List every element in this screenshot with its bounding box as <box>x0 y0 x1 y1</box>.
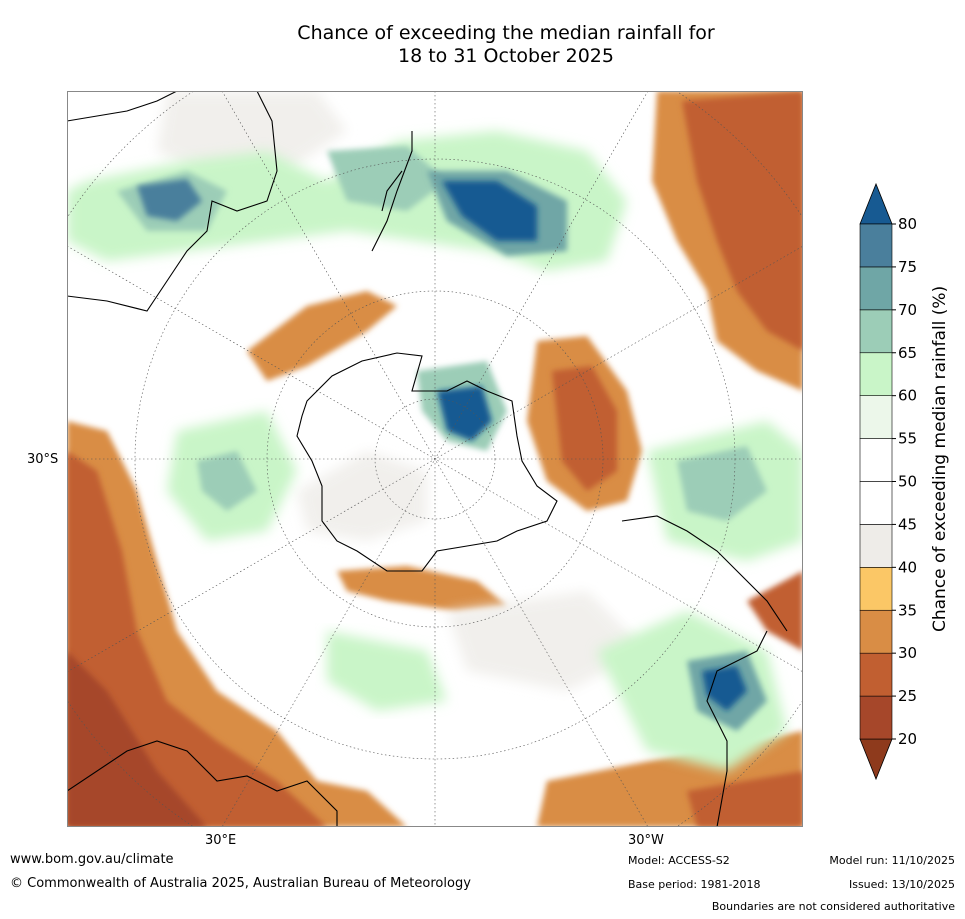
colorbar-bin <box>859 352 893 396</box>
colorbar-bin <box>859 695 893 740</box>
title-line-2: 18 to 31 October 2025 <box>398 45 614 67</box>
colorbar-svg: 20 25 30 35 40 45 50 55 60 65 70 75 80 <box>859 182 917 781</box>
colorbar-bin <box>859 524 893 568</box>
model-text: Model: ACCESS-S2 <box>628 854 730 867</box>
website-link[interactable]: www.bom.gov.au/climate <box>10 852 174 867</box>
title-line-1: Chance of exceeding the median rainfall … <box>297 22 715 44</box>
australia-coastline <box>67 91 278 312</box>
colorbar: 20 25 30 35 40 45 50 55 60 65 70 75 80 <box>855 180 965 785</box>
model-run-text: Model run: 11/10/2025 <box>829 854 955 867</box>
base-period-text: Base period: 1981-2018 <box>628 878 761 891</box>
colorbar-tick-label: 75 <box>898 258 917 276</box>
chart-title: Chance of exceeding the median rainfall … <box>0 22 965 68</box>
lat-label-30s: 30°S <box>27 452 59 467</box>
south-america-coastline <box>621 515 788 827</box>
colorbar-tick-label: 80 <box>898 215 917 233</box>
colorbar-tick-label: 25 <box>898 687 917 705</box>
disclaimer-text: Boundaries are not considered authoritat… <box>711 900 955 913</box>
rainfall-map[interactable] <box>67 91 803 827</box>
colorbar-tick-label: 30 <box>898 644 917 662</box>
colorbar-bin <box>859 395 893 439</box>
colorbar-label: Chance of exceeding median rainfall (%) <box>930 285 950 632</box>
map-border <box>67 91 803 827</box>
colorbar-bin <box>859 652 893 697</box>
graticule <box>67 91 803 827</box>
near-median-regions <box>157 91 647 691</box>
colorbar-tick-label: 60 <box>898 387 917 405</box>
new-zealand-coastline <box>371 131 413 252</box>
lon-label-30w: 30°W <box>628 833 664 848</box>
colorbar-extend-bottom <box>859 738 893 781</box>
colorbar-bin <box>859 266 893 311</box>
africa-coastline <box>67 740 338 827</box>
wet-regions <box>67 131 803 771</box>
colorbar-tick-label: 65 <box>898 344 917 362</box>
colorbar-tick-label: 40 <box>898 558 917 576</box>
coastlines <box>67 91 788 827</box>
antarctica-coastline <box>296 352 558 572</box>
colorbar-tick-label: 70 <box>898 301 917 319</box>
colorbar-tick-label: 35 <box>898 601 917 619</box>
lon-label-30e: 30°E <box>205 833 237 848</box>
colorbar-bin <box>859 567 893 611</box>
colorbar-extend-top <box>859 182 893 225</box>
copyright-text: © Commonwealth of Australia 2025, Austra… <box>10 876 471 891</box>
colorbar-bin <box>859 309 893 354</box>
issued-text: Issued: 13/10/2025 <box>848 878 955 891</box>
colorbar-bin <box>859 609 893 654</box>
colorbar-tick-label: 55 <box>898 430 917 448</box>
colorbar-bin <box>859 481 893 525</box>
colorbar-bin <box>859 438 893 482</box>
dry-regions <box>67 91 803 827</box>
colorbar-bin <box>859 223 893 268</box>
map-canvas <box>67 91 803 827</box>
colorbar-tick-label: 20 <box>898 730 917 748</box>
colorbar-tick-label: 45 <box>898 515 917 533</box>
colorbar-tick-label: 50 <box>898 473 917 491</box>
